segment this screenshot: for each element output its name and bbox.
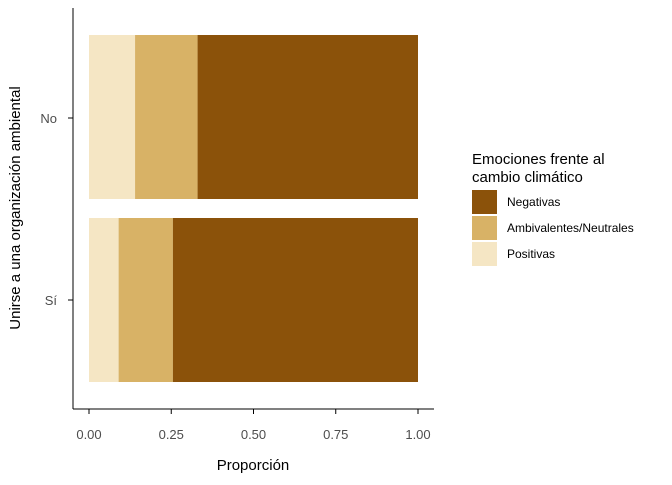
y-tick-label: Sí	[45, 293, 58, 308]
x-tick-label: 0.75	[323, 427, 348, 442]
y-tick-label: No	[40, 111, 57, 126]
x-ticks: 0.00 0.25 0.50 0.75 1.00	[76, 409, 431, 442]
legend-title-line-2: cambio climático	[472, 169, 583, 186]
legend-title-line-1: Emociones frente al	[472, 151, 605, 168]
legend-label-negativas: Negativas	[507, 195, 560, 209]
x-tick-label: 0.50	[241, 427, 266, 442]
legend-items: Negativas Ambivalentes/Neutrales Positivas	[472, 190, 634, 266]
bar-si-negativas	[172, 218, 418, 382]
x-tick-label: 0.00	[76, 427, 101, 442]
bar-no-ambivalentes-neutrales	[135, 35, 198, 199]
legend: Emociones frente al cambio climático Neg…	[472, 151, 634, 266]
x-axis-title: Proporción	[217, 457, 290, 474]
bar-si-ambivalentes-neutrales	[118, 218, 173, 382]
legend-swatch-positivas	[472, 242, 497, 266]
legend-label-ambivalentes-neutrales: Ambivalentes/Neutrales	[507, 221, 634, 235]
legend-label-positivas: Positivas	[507, 247, 555, 261]
y-axis-title: Unirse a una organización ambiental	[7, 86, 24, 329]
x-tick-label: 1.00	[405, 427, 430, 442]
y-ticks: No Sí	[40, 111, 73, 308]
legend-swatch-ambivalentes-neutrales	[472, 216, 497, 240]
legend-swatch-negativas	[472, 190, 497, 214]
bars-layer	[89, 35, 418, 382]
x-tick-label: 0.25	[159, 427, 184, 442]
bar-no-positivas	[89, 35, 136, 199]
bar-no-negativas	[197, 35, 418, 199]
bar-si-positivas	[89, 218, 119, 382]
